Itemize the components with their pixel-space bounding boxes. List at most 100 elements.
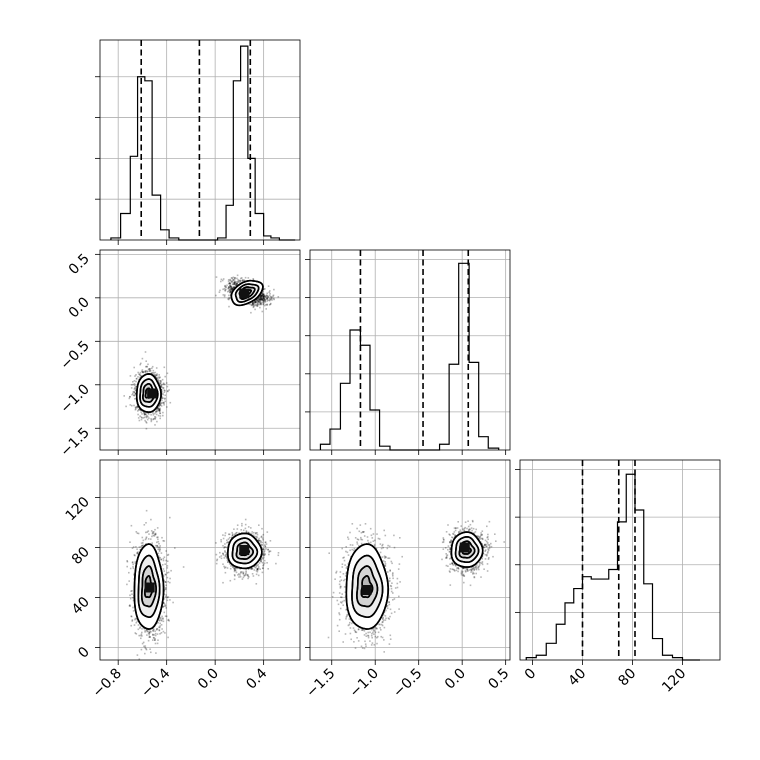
scatter-point — [242, 571, 245, 574]
scatter-point — [134, 393, 137, 396]
scatter-point — [138, 373, 141, 376]
scatter-point — [224, 286, 227, 289]
density-peak-1 — [239, 288, 250, 299]
scatter-point — [218, 291, 221, 293]
scatter-point — [147, 413, 150, 415]
scatter-point — [266, 297, 269, 299]
scatter-point — [138, 378, 140, 381]
scatter-point — [259, 296, 262, 299]
scatter-point — [238, 281, 241, 284]
scatter-point — [163, 598, 166, 600]
scatter-point — [235, 284, 237, 286]
scatter-point — [150, 414, 152, 416]
scatter-point — [155, 629, 158, 631]
scatter-point — [139, 634, 142, 637]
scatter-point — [133, 391, 136, 394]
scatter-point — [157, 540, 160, 543]
scatter-point — [147, 363, 149, 366]
scatter-point — [262, 294, 264, 296]
contour-mid-line-0 — [139, 378, 159, 408]
scatter-point — [146, 629, 148, 632]
scatter-point — [241, 571, 243, 573]
scatter-point — [159, 617, 161, 619]
scatter-point — [132, 610, 135, 612]
scatter-point — [134, 562, 137, 564]
scatter-point — [157, 621, 159, 624]
scatter-point — [163, 588, 166, 591]
y-tick-label-0: −1.5 — [57, 425, 92, 460]
scatter-point — [150, 538, 152, 540]
scatter-point — [161, 399, 163, 402]
scatter-point — [162, 605, 164, 608]
scatter-point — [137, 410, 139, 412]
scatter-point — [165, 559, 167, 562]
scatter-point — [144, 351, 147, 353]
scatter-point — [262, 288, 265, 290]
scatter-point — [164, 400, 167, 403]
scatter-point — [261, 293, 264, 296]
scatter-point — [143, 412, 146, 414]
scatter-point — [158, 619, 161, 622]
scatter-point — [139, 548, 142, 551]
scatter-point — [230, 291, 232, 293]
scatter-point — [260, 297, 262, 300]
scatter-point — [235, 284, 238, 287]
histogram-step-1 — [319, 262, 500, 451]
scatter-point — [263, 559, 266, 562]
scatter-point — [135, 618, 138, 620]
scatter-point — [247, 526, 250, 528]
scatter-point — [249, 303, 251, 306]
scatter-point — [258, 299, 260, 301]
scatter-point — [143, 645, 145, 648]
scatter-point — [132, 599, 135, 602]
scatter-point — [143, 416, 146, 419]
scatter-point — [233, 578, 236, 581]
scatter-point — [219, 289, 221, 292]
scatter-point — [258, 299, 261, 301]
scatter-point — [266, 303, 268, 306]
scatter-point — [266, 298, 268, 300]
scatter-point — [158, 547, 161, 549]
scatter-point — [223, 287, 226, 290]
scatter-point — [255, 304, 258, 307]
scatter-point — [229, 283, 231, 285]
scatter-point — [131, 547, 134, 549]
scatter-point — [138, 634, 140, 637]
scatter-point — [258, 537, 260, 540]
scatter-point — [233, 286, 235, 289]
scatter-point — [166, 554, 169, 556]
scatter-point — [140, 375, 142, 377]
scatter-point — [255, 564, 257, 567]
scatter-point — [133, 366, 135, 369]
scatter-point — [260, 303, 262, 306]
scatter-point — [265, 303, 267, 306]
scatter-point — [166, 567, 169, 569]
scatter-point — [224, 532, 227, 534]
scatter-point — [134, 392, 137, 395]
scatter-point — [134, 387, 137, 390]
scatter-point — [154, 374, 156, 376]
contour-inner-line-0 — [142, 383, 156, 403]
scatter-point — [157, 407, 159, 409]
scatter-point — [153, 417, 156, 420]
scatter-point — [264, 299, 266, 301]
scatter-point — [253, 305, 255, 307]
scatter-point — [229, 286, 232, 288]
scatter-point — [269, 298, 272, 301]
scatter-point — [263, 297, 266, 300]
scatter-point — [252, 306, 255, 309]
scatter-point — [252, 302, 254, 304]
scatter-point — [229, 278, 232, 281]
scatter-point — [156, 406, 159, 409]
scatter-point — [131, 393, 133, 396]
scatter-point — [164, 398, 166, 400]
scatter-point — [169, 577, 171, 580]
scatter-point — [266, 298, 268, 300]
scatter-point — [161, 564, 164, 566]
scatter-point — [255, 299, 257, 301]
scatter-point — [135, 406, 138, 408]
scatter-point — [259, 303, 262, 305]
contour-outer-line-0 — [135, 373, 162, 413]
scatter-point — [141, 417, 143, 419]
scatter-point — [231, 288, 233, 290]
